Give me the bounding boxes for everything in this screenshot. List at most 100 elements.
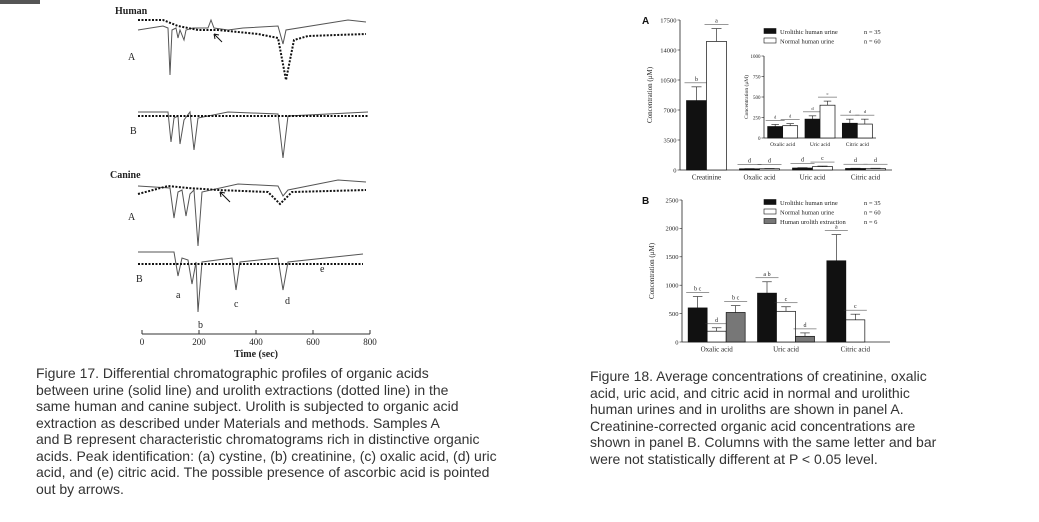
- b-x-tick-label: Uric acid: [773, 346, 799, 354]
- x-tick-label-3: 600: [306, 337, 320, 347]
- a-bar: [792, 167, 813, 171]
- a-significance-letter: c: [821, 156, 824, 162]
- inset-bar: [767, 126, 784, 139]
- inset-bar: [841, 122, 858, 139]
- caption-line: human urines and in uroliths are shown i…: [590, 401, 904, 417]
- inset-y-tick-label: 0: [758, 137, 761, 142]
- a-y-tick-label: 14000: [660, 47, 676, 54]
- panel-canine-label: Canine: [110, 170, 141, 181]
- b-y-axis-label: Concentration (μM): [648, 242, 656, 299]
- inset-y-tick-label: 500: [753, 96, 761, 101]
- peak-label-b: b: [198, 320, 203, 331]
- inset-significance-letter: d: [774, 114, 777, 119]
- b-significance-letter: d: [804, 323, 807, 329]
- header-fragment: [0, 0, 40, 4]
- inset-bar: [804, 118, 821, 139]
- b-y-tick-label: 2500: [666, 197, 679, 204]
- caption-line: Figure 18. Average concentrations of cre…: [590, 368, 927, 384]
- inset-x-tick-label: Uric acid: [810, 142, 831, 148]
- a-y-tick-label: 3500: [664, 137, 677, 144]
- a-legend-n: n = 60: [864, 39, 881, 46]
- a-bar: [845, 168, 866, 171]
- b-legend-label: Normal human urine: [780, 210, 834, 217]
- a-bar: [739, 168, 760, 171]
- b-significance-letter: a: [835, 225, 838, 231]
- peak-label-a: a: [176, 290, 181, 301]
- b-legend-swatch: [763, 218, 777, 224]
- caption-line: extraction as described under Materials …: [36, 414, 440, 431]
- a-bar: [706, 41, 727, 171]
- peak-label-c: c: [234, 299, 239, 310]
- b-bar: [845, 319, 866, 343]
- figure-18-panel-b-chart: B 0 500 1000 1500 2000 2500 Concentration (μM) O…: [642, 196, 890, 354]
- b-legend-n: n = 35: [864, 200, 881, 207]
- b-legend-n: n = 6: [864, 219, 878, 226]
- inset-y-tick-label: 250: [753, 116, 761, 121]
- b-legend-label: Human urolith extraction: [780, 219, 846, 226]
- b-y-tick-label: 500: [669, 311, 679, 318]
- trace-label-human-b: B: [130, 126, 137, 137]
- inset-y-tick-label: 750: [753, 75, 761, 80]
- a-legend-label: Urolithic human urine: [780, 29, 838, 36]
- a-legend-swatch: [763, 28, 777, 34]
- b-bar: [725, 312, 746, 343]
- caption-line: Creatinine-corrected organic acid concen…: [590, 417, 916, 434]
- figure-17-chromatograms: Human Canine A B A B a b c d e 0 200 400…: [110, 6, 377, 360]
- b-y-tick-label: 2000: [666, 226, 679, 233]
- b-legend-swatch: [763, 208, 777, 215]
- b-bar: [706, 330, 727, 343]
- a-x-tick-label: Oxalic acid: [743, 174, 776, 182]
- a-significance-letter: d: [801, 158, 804, 164]
- x-tick-label-1: 200: [192, 337, 206, 347]
- b-legend-label: Urolithic human urine: [780, 200, 838, 207]
- b-y-tick-label: 1500: [666, 254, 679, 261]
- a-y-tick-label: 10500: [660, 77, 676, 84]
- b-significance-letter: b c: [732, 296, 740, 302]
- a-significance-letter: d: [768, 159, 771, 165]
- a-significance-letter: d: [874, 158, 877, 164]
- a-bar: [759, 168, 780, 171]
- inset-bar: [856, 123, 873, 139]
- x-tick-label-4: 800: [363, 337, 377, 347]
- b-x-tick-label: Oxalic acid: [701, 346, 734, 354]
- b-significance-letter: c: [785, 297, 788, 303]
- panel-b-label: B: [642, 196, 649, 207]
- inset-significance-letter: c: [827, 91, 829, 96]
- trace-human-a-urine: [137, 18, 367, 76]
- b-bar: [826, 260, 847, 343]
- x-axis-label: Time (sec): [234, 349, 278, 360]
- b-significance-letter: b c: [694, 287, 702, 293]
- figure-17-caption: Figure 17. Differential chromatographic …: [36, 365, 536, 497]
- trace-label-canine-a: A: [128, 212, 136, 223]
- caption-line: acid, uric acid, and citric acid in norm…: [590, 384, 910, 401]
- caption-line: between urine (solid line) and urolith e…: [36, 381, 449, 398]
- b-y-tick-label: 0: [675, 339, 678, 346]
- b-legend-n: n = 60: [864, 210, 881, 217]
- inset-bar: [782, 125, 799, 139]
- a-legend-n: n = 35: [864, 29, 881, 36]
- a-significance-letter: a: [715, 19, 718, 25]
- a-y-axis-label: Concentration (μM): [646, 66, 654, 123]
- b-significance-letter: d: [715, 318, 718, 324]
- inset-significance-letter: d: [811, 106, 814, 111]
- a-y-tick-label: 17500: [660, 17, 676, 24]
- a-x-tick-label: Citric acid: [851, 174, 881, 182]
- caption-line: shown in panel B. Columns with the same …: [590, 434, 937, 450]
- b-bar: [757, 292, 777, 343]
- b-significance-letter: a b: [763, 272, 770, 278]
- caption-line: and B represent characteristic chromatog…: [36, 431, 480, 447]
- peak-label-d: d: [285, 296, 290, 307]
- b-bar: [776, 310, 796, 343]
- inset-x-tick-label: Citric acid: [846, 142, 869, 148]
- inset-x-tick-label: Oxalic acid: [770, 142, 795, 148]
- caption-line: Figure 17. Differential chromatographic …: [36, 365, 429, 381]
- trace-label-canine-b: B: [136, 274, 143, 285]
- peak-label-e: e: [320, 264, 325, 275]
- caption-line: same human and canine subject. Urolith i…: [36, 398, 459, 414]
- inset-y-axis-label: Concentration (μM): [743, 75, 750, 119]
- b-x-tick-label: Citric acid: [841, 346, 871, 354]
- figure-18-panel-a-chart: A 0 3500 7000 10500 14000 17500 Concentration (…: [642, 16, 892, 182]
- a-y-tick-label: 7000: [664, 107, 677, 114]
- a-legend-swatch: [763, 37, 777, 44]
- a-x-tick-label: Uric acid: [800, 174, 826, 182]
